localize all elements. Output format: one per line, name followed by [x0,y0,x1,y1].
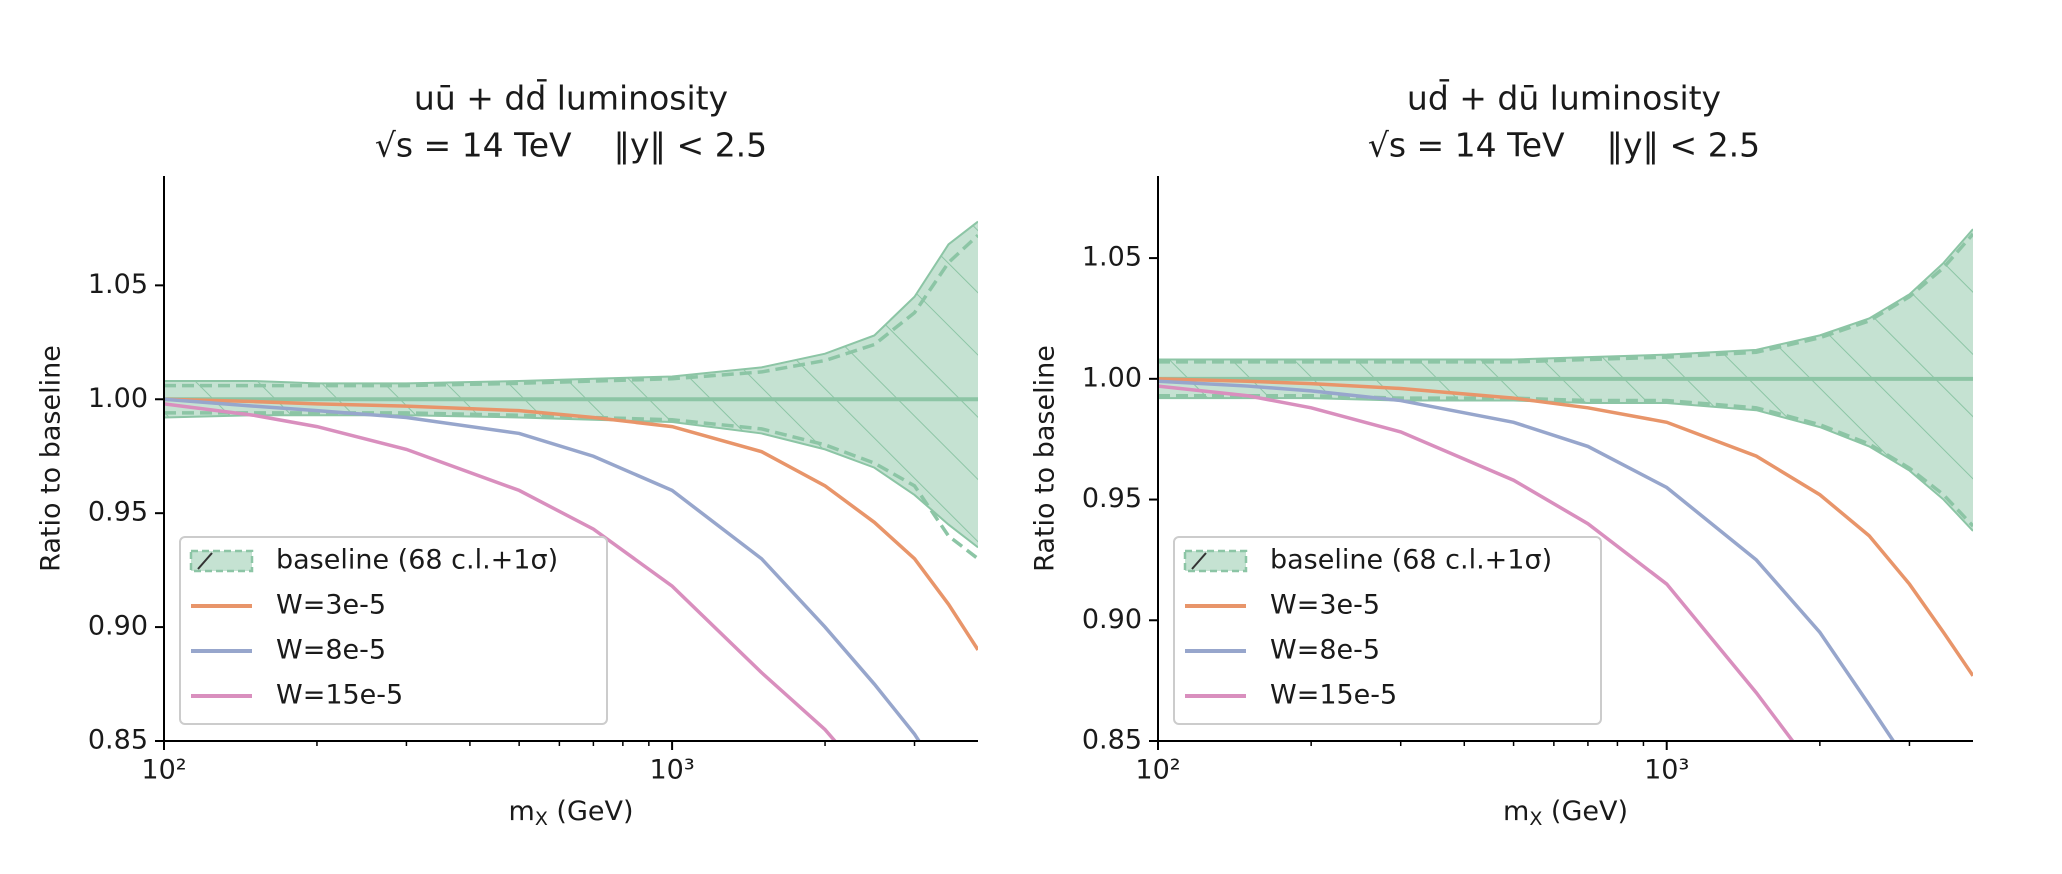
series-line [164,397,922,741]
legend-swatch [1183,549,1248,573]
band-upper [1158,228,1973,361]
legend-label: W=15e-5 [1270,680,1397,711]
legend-label: W=8e-5 [276,635,386,666]
y-axis-label: Ratio to baseline [36,345,67,572]
y-tick-label: 1.05 [1082,242,1142,273]
y-tick-label: 1.00 [88,383,148,414]
x-label-sub: X [535,808,548,830]
legend-label: W=8e-5 [1270,635,1380,666]
x-tick-label: 10³ [650,755,695,786]
legend-box [1173,536,1602,725]
chart: uū + dd̄ luminosity √s = 14 TeV ‖y‖ < 2.5… [36,77,978,830]
y-axis-label: Ratio to baseline [1030,345,1061,572]
series-line [164,402,838,741]
x-axis-label: mX (GeV) [1503,796,1628,830]
y-tick-label: 1.00 [1082,362,1142,393]
y-tick-label: 0.95 [88,497,148,528]
plot-area [164,220,978,741]
plot-area [1158,228,1973,741]
x-tick-label: 10³ [1644,755,1689,786]
band-inner-upper [1158,232,1973,364]
legend-box [179,536,608,725]
y-tick-label: 0.95 [1082,483,1142,514]
chart-subtitle: √s = 14 TeV ‖y‖ < 2.5 [1368,126,1760,165]
legend-label: W=3e-5 [1270,590,1380,621]
series-line [1158,379,1896,741]
x-axis-label: mX (GeV) [509,796,634,830]
band-upper [164,220,978,385]
band-inner-upper [164,233,978,388]
x-label-main: m [509,796,535,827]
legend-label: baseline (68 c.l.+1σ) [276,545,558,576]
legend-hatch [1191,552,1207,570]
chart-title: ud̄ + dū luminosity [1407,77,1721,117]
chart-title: uū + dd̄ luminosity [414,77,728,117]
x-tick-label: 10² [1135,755,1180,786]
x-label-main: m [1503,796,1529,827]
y-tick-label: 0.85 [88,725,148,756]
chart-subtitle: √s = 14 TeV ‖y‖ < 2.5 [375,126,767,165]
legend-label: baseline (68 c.l.+1σ) [1270,545,1552,576]
x-tick-label: 10² [141,755,186,786]
y-tick-label: 0.90 [1082,604,1142,635]
legend-hatch [197,552,213,570]
band-inner-lower [1158,393,1973,528]
y-tick-label: 0.90 [88,611,148,642]
series-line [1158,377,1973,677]
band-lower [1158,397,1973,532]
band-inner-lower [164,411,978,561]
y-tick-label: 0.85 [1082,725,1142,756]
legend-swatch [189,549,254,573]
x-label-sub: X [1529,808,1542,830]
legend-label: W=15e-5 [276,680,403,711]
legend-label: W=3e-5 [276,590,386,621]
band-hatch [164,221,978,548]
chart: ud̄ + dū luminosity √s = 14 TeV ‖y‖ < 2.5… [1030,77,1973,830]
series-line [164,397,978,651]
x-label-unit: (GeV) [548,796,634,827]
x-label-unit: (GeV) [1542,796,1628,827]
series-line [1158,384,1795,741]
band-lower [164,414,978,549]
y-tick-label: 1.05 [88,269,148,300]
